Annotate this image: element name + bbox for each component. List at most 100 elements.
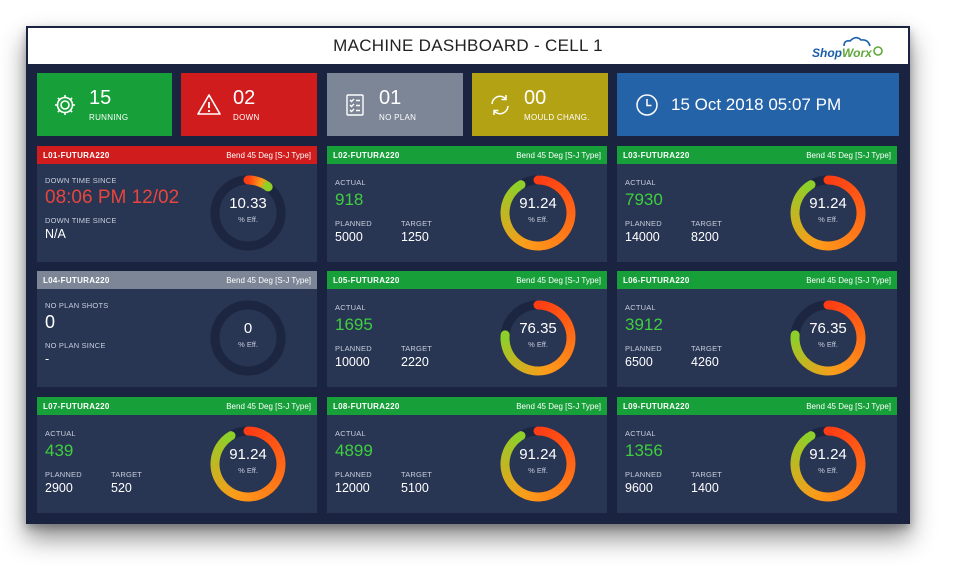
gauge-arc-segment [557,482,567,492]
efficiency-label: % Eff. [818,215,838,224]
mould-change-card[interactable]: 00 MOULD CHANG. [472,73,608,136]
machine-name: L07-FUTURA220 [43,401,110,411]
gauge-arc-segment [845,434,855,444]
gauge-arc-segment [546,177,553,187]
machine-spec: Bend 45 Deg [S-J Type] [516,401,601,411]
machine-name: L03-FUTURA220 [623,150,690,160]
gauge-arc-segment [518,362,526,372]
planned-label: PLANNED [45,470,82,479]
page-title: MACHINE DASHBOARD - CELL 1 [333,36,603,55]
machine-panel[interactable]: L01-FUTURA220 Bend 45 Deg [S-J Type] DOWN … [37,146,317,262]
gauge-arc-segment [563,222,574,230]
gauge-arc-segment [850,227,861,236]
gauge-arc-segment [843,360,852,370]
machine-panel[interactable]: L08-FUTURA220 Bend 45 Deg [S-J Type] ACTUA… [327,397,607,513]
gauge-arc-segment [542,491,549,501]
gauge-arc-segment [562,475,572,484]
gauge-arc-segment [549,362,557,373]
target-value: 8200 [691,230,719,244]
planned-label: PLANNED [335,470,372,479]
gauge-arc-segment [803,359,812,369]
gauge-arc-segment [514,234,523,245]
machine-spec: Bend 45 Deg [S-J Type] [226,401,311,411]
efficiency-value: 76.35 [519,320,557,337]
machine-panel[interactable]: L04-FUTURA220 Bend 45 Deg [S-J Type] NO PL… [37,271,317,387]
actual-value: 1695 [335,315,373,334]
gauge-arc-segment [558,355,568,364]
gauge-arc-segment [834,301,841,312]
gauge-arc-segment [832,300,838,311]
machine-panel[interactable]: L06-FUTURA220 Bend 45 Deg [S-J Type] ACTUA… [617,271,897,387]
gauge-arc-segment [551,179,559,190]
gauge-arc-segment [545,364,551,375]
no-plan-card[interactable]: 01 NO PLAN [327,73,463,136]
gauge-arc-segment [516,361,524,371]
gauge-arc-segment [505,352,516,361]
efficiency-gauge: 91.24 % Eff. [208,424,288,504]
down-card[interactable]: 02 DOWN [181,73,317,136]
planned-value: 2900 [45,481,73,495]
refresh-icon [491,94,509,115]
gauge-arc-segment [521,363,528,373]
gauge-arc-segment [236,491,243,501]
gauge-arc-segment [549,303,556,313]
actual-value: 918 [335,190,364,209]
gauge-arc-segment [551,304,559,315]
gauge-arc-segment [799,231,809,240]
actual-label: ACTUAL [335,303,366,312]
gauge-arc-segment [509,356,519,365]
efficiency-gauge: 91.24 % Eff. [498,173,578,253]
gauge-arc-segment [841,304,849,315]
machine-panel[interactable]: L05-FUTURA220 Bend 45 Deg [S-J Type] ACTUA… [327,271,607,387]
gauge-arc-segment [836,302,843,312]
efficiency-label: % Eff. [528,466,548,475]
gauge-arc-segment [544,301,551,312]
gauge-arc-segment [273,473,284,481]
gauge-arc-segment [839,303,846,313]
machine-panel-body: ACTUAL 1695 PLANNED 10000 TARGET 2220 76.35 % E… [327,289,607,387]
efficiency-value: 91.24 [519,446,557,463]
gauge-arc-segment [830,175,836,186]
gauge-arc-segment [840,488,848,498]
machine-panel-header: L09-FUTURA220 Bend 45 Deg [S-J Type] [617,397,897,415]
gauge-arc-segment [799,356,809,365]
gauge-arc-segment [847,436,857,446]
gauge-arc-segment [553,181,562,191]
status-label-1: NO PLAN SHOTS [45,301,109,310]
gauge-arc-segment [560,353,570,362]
gauge-arc-segment [548,178,556,188]
actual-value: 4899 [335,441,373,460]
machine-name: L04-FUTURA220 [43,275,110,285]
cloud-logo-icon [843,36,883,56]
gauge-arc-segment [503,348,513,356]
gauge-arc-segment [530,491,536,502]
shopworx-logo: ShopWorx [812,36,892,60]
gauge-arc-segment [509,482,519,491]
gauge-arc-segment [835,364,841,375]
machine-panel[interactable]: L03-FUTURA220 Bend 45 Deg [S-J Type] ACTUA… [617,146,897,262]
gauge-arc-segment [563,473,574,481]
gauge-arc-segment [842,235,851,245]
gauge-arc-segment [267,482,277,492]
running-card[interactable]: 15 RUNNING [37,73,172,136]
target-value: 2220 [401,355,429,369]
gauge-arc-segment [507,438,518,448]
machine-panel[interactable]: L09-FUTURA220 Bend 45 Deg [S-J Type] ACTUA… [617,397,897,513]
actual-label: ACTUAL [335,429,366,438]
efficiency-gauge: 91.24 % Eff. [788,173,868,253]
gauge-arc-segment [849,229,859,239]
gauge-arc-segment [799,482,809,491]
gauge-arc-segment [845,358,854,368]
gauge-arc-segment [523,490,530,500]
gauge-arc-segment [832,365,838,375]
gauge-arc-segment [820,491,826,502]
gauge-arc-segment [542,365,548,375]
actual-label: ACTUAL [625,303,656,312]
gauge-arc-segment [252,491,259,501]
machine-panel[interactable]: L02-FUTURA220 Bend 45 Deg [S-J Type] ACTUA… [327,146,607,262]
down-label: DOWN [233,113,260,122]
efficiency-gauge: 91.24 % Eff. [498,424,578,504]
actual-label: ACTUAL [335,178,366,187]
machine-panel[interactable]: L07-FUTURA220 Bend 45 Deg [S-J Type] ACTUA… [37,397,317,513]
gauge-arc-segment [849,480,859,490]
